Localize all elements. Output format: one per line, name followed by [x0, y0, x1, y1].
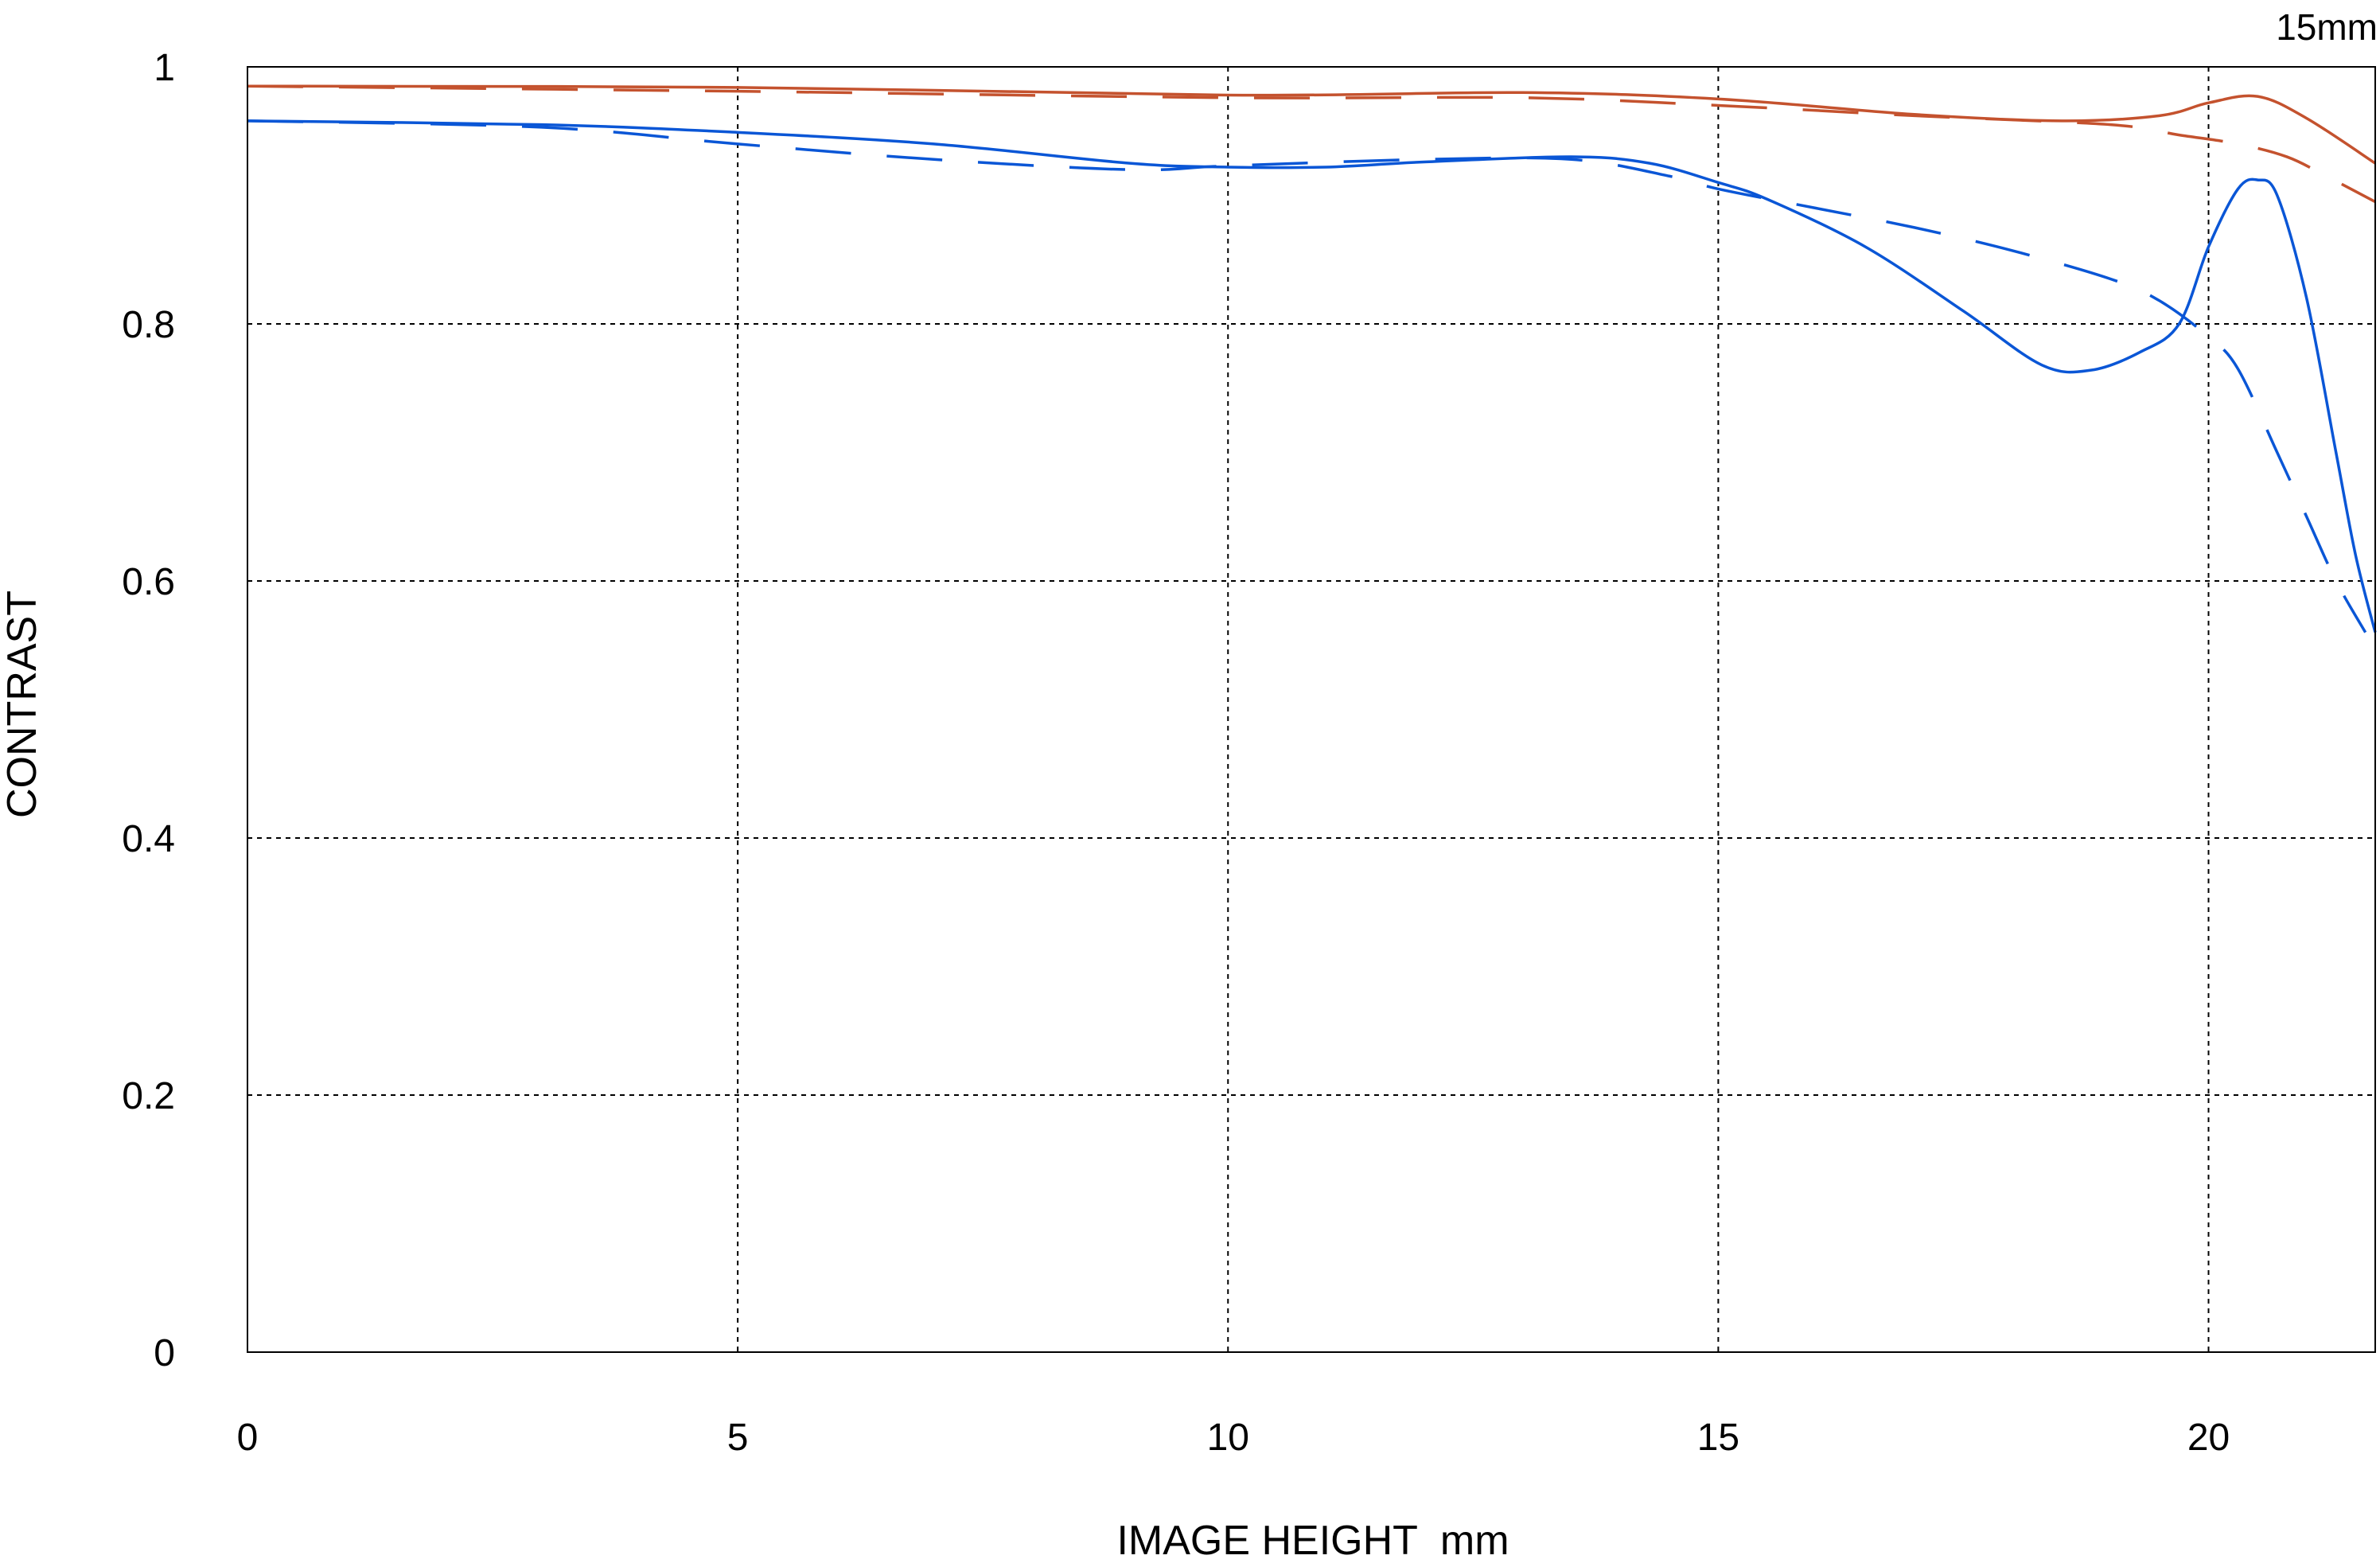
- y-tick-label: 0.8: [122, 304, 175, 346]
- tick-labels: 0 5 10 15 20 0 0.2 0.4 0.6 0.8 1: [122, 47, 2230, 1459]
- y-tick-label: 0: [154, 1332, 175, 1374]
- y-tick-label: 0.6: [122, 561, 175, 603]
- chart-title: 15mm: [2276, 6, 2378, 48]
- x-tick-label: 15: [1697, 1417, 1739, 1459]
- y-tick-label: 0.4: [122, 818, 175, 860]
- y-tick-label: 0.2: [122, 1075, 175, 1117]
- y-tick-label: 1: [154, 47, 175, 89]
- x-tick-label: 0: [237, 1417, 259, 1459]
- y-axis-label: CONTRAST: [0, 591, 45, 818]
- x-axis-label: IMAGE HEIGHT mm: [1116, 1518, 1509, 1563]
- series-line-2-solid: [247, 119, 2377, 633]
- series-line-3-dashed: [247, 119, 2367, 633]
- x-tick-label: 5: [727, 1417, 749, 1459]
- grid: [247, 67, 2375, 1352]
- x-tick-label: 10: [1207, 1417, 1249, 1459]
- series-line-1-dashed: [247, 84, 2376, 204]
- x-tick-label: 20: [2187, 1417, 2230, 1459]
- series-group: [247, 84, 2377, 633]
- plot-frame: [247, 66, 2376, 1353]
- series-line-0-solid: [247, 84, 2376, 165]
